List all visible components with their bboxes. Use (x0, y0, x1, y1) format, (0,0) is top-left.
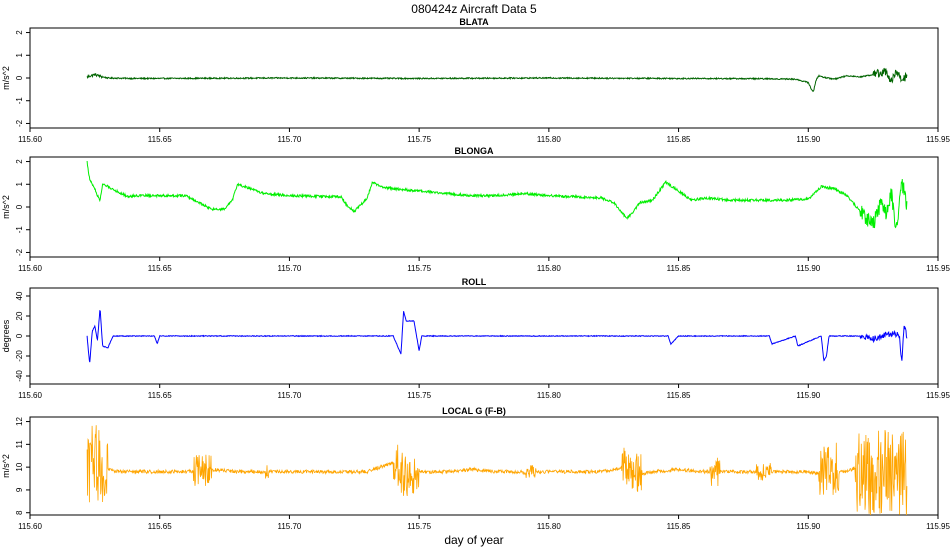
x-tick-label: 115.75 (407, 391, 431, 400)
y-tick-label: 40 (15, 291, 24, 300)
y-axis-label: m/s^2 (1, 195, 11, 219)
panel-0: BLATA m/s^2 115.60 115.65 115.70 115.75 115.80… (1, 17, 950, 144)
series-line (86, 425, 908, 515)
x-tick-label: 115.65 (148, 135, 172, 144)
panel-title: BLONGA (455, 146, 494, 156)
figure-title: 080424z Aircraft Data 5 (411, 2, 537, 16)
plot-frame (29, 416, 939, 516)
x-tick-label: 115.85 (667, 264, 691, 273)
y-tick-label: 1 (15, 52, 24, 57)
x-tick-label: 115.60 (18, 135, 42, 144)
x-tick-label: 115.80 (537, 135, 561, 144)
x-tick-label: 115.65 (148, 391, 172, 400)
y-tick-label: 10 (15, 462, 24, 471)
y-tick-label: 2 (15, 159, 24, 164)
panels: BLATA m/s^2 115.60 115.65 115.70 115.75 115.80… (1, 17, 950, 531)
panel-title: LOCAL G (F-B) (442, 406, 506, 416)
x-tick-label: 115.70 (277, 522, 301, 531)
y-tick-label: 12 (15, 417, 24, 426)
y-tick-label: -40 (15, 370, 24, 382)
y-tick-label: 2 (15, 30, 24, 35)
y-tick-label: 20 (15, 311, 24, 320)
x-tick-label: 115.90 (796, 391, 820, 400)
x-tick-label: 115.85 (667, 522, 691, 531)
x-tick-label: 115.60 (18, 264, 42, 273)
x-tick-label: 115.90 (796, 522, 820, 531)
x-tick-label: 115.90 (796, 264, 820, 273)
series-line (86, 67, 908, 93)
x-tick-label: 115.95 (926, 522, 950, 531)
y-tick-label: -20 (15, 350, 24, 362)
x-tick-label: 115.80 (537, 391, 561, 400)
y-tick-label: 11 (15, 440, 24, 449)
x-tick-label: 115.70 (277, 391, 301, 400)
x-tick-label: 115.65 (148, 522, 172, 531)
y-tick-label: 0 (15, 75, 24, 80)
y-tick-label: -1 (15, 226, 24, 234)
panel-2: ROLL degrees 115.60 115.65 115.70 115.75 115.8… (1, 277, 950, 400)
y-tick-label: 0 (15, 333, 24, 338)
x-tick-label: 115.85 (667, 135, 691, 144)
x-tick-label: 115.60 (18, 522, 42, 531)
y-tick-label: -2 (15, 119, 24, 127)
x-tick-label: 115.75 (407, 264, 431, 273)
panel-title: ROLL (462, 277, 487, 287)
y-tick-label: 1 (15, 181, 24, 186)
x-tick-label: 115.95 (926, 135, 950, 144)
y-axis-label: m/s^2 (1, 66, 11, 90)
y-tick-label: -2 (15, 248, 24, 256)
x-tick-label: 115.70 (277, 264, 301, 273)
y-tick-label: 0 (15, 204, 24, 209)
x-tick-label: 115.70 (277, 135, 301, 144)
x-tick-label: 115.60 (18, 391, 42, 400)
y-tick-label: -1 (15, 97, 24, 105)
series-line (86, 160, 908, 229)
y-tick-label: 9 (15, 487, 24, 492)
y-tick-label: 8 (15, 510, 24, 515)
x-tick-label: 115.90 (796, 135, 820, 144)
series-line (86, 309, 908, 363)
panel-title: BLATA (459, 17, 489, 27)
x-tick-label: 115.80 (537, 264, 561, 273)
x-tick-label: 115.95 (926, 264, 950, 273)
panel-1: BLONGA m/s^2 115.60 115.65 115.70 115.75 115.8… (1, 146, 950, 273)
panel-3: LOCAL G (F-B) m/s^2 115.60 115.65 115.70 115.… (1, 406, 950, 531)
y-axis-label: degrees (1, 319, 11, 352)
x-tick-label: 115.75 (407, 522, 431, 531)
y-axis-label: m/s^2 (1, 454, 11, 478)
x-axis-label: day of year (444, 533, 503, 547)
x-tick-label: 115.75 (407, 135, 431, 144)
plot-frame (29, 156, 939, 258)
x-tick-label: 115.80 (537, 522, 561, 531)
x-tick-label: 115.95 (926, 391, 950, 400)
x-tick-label: 115.65 (148, 264, 172, 273)
x-tick-label: 115.85 (667, 391, 691, 400)
